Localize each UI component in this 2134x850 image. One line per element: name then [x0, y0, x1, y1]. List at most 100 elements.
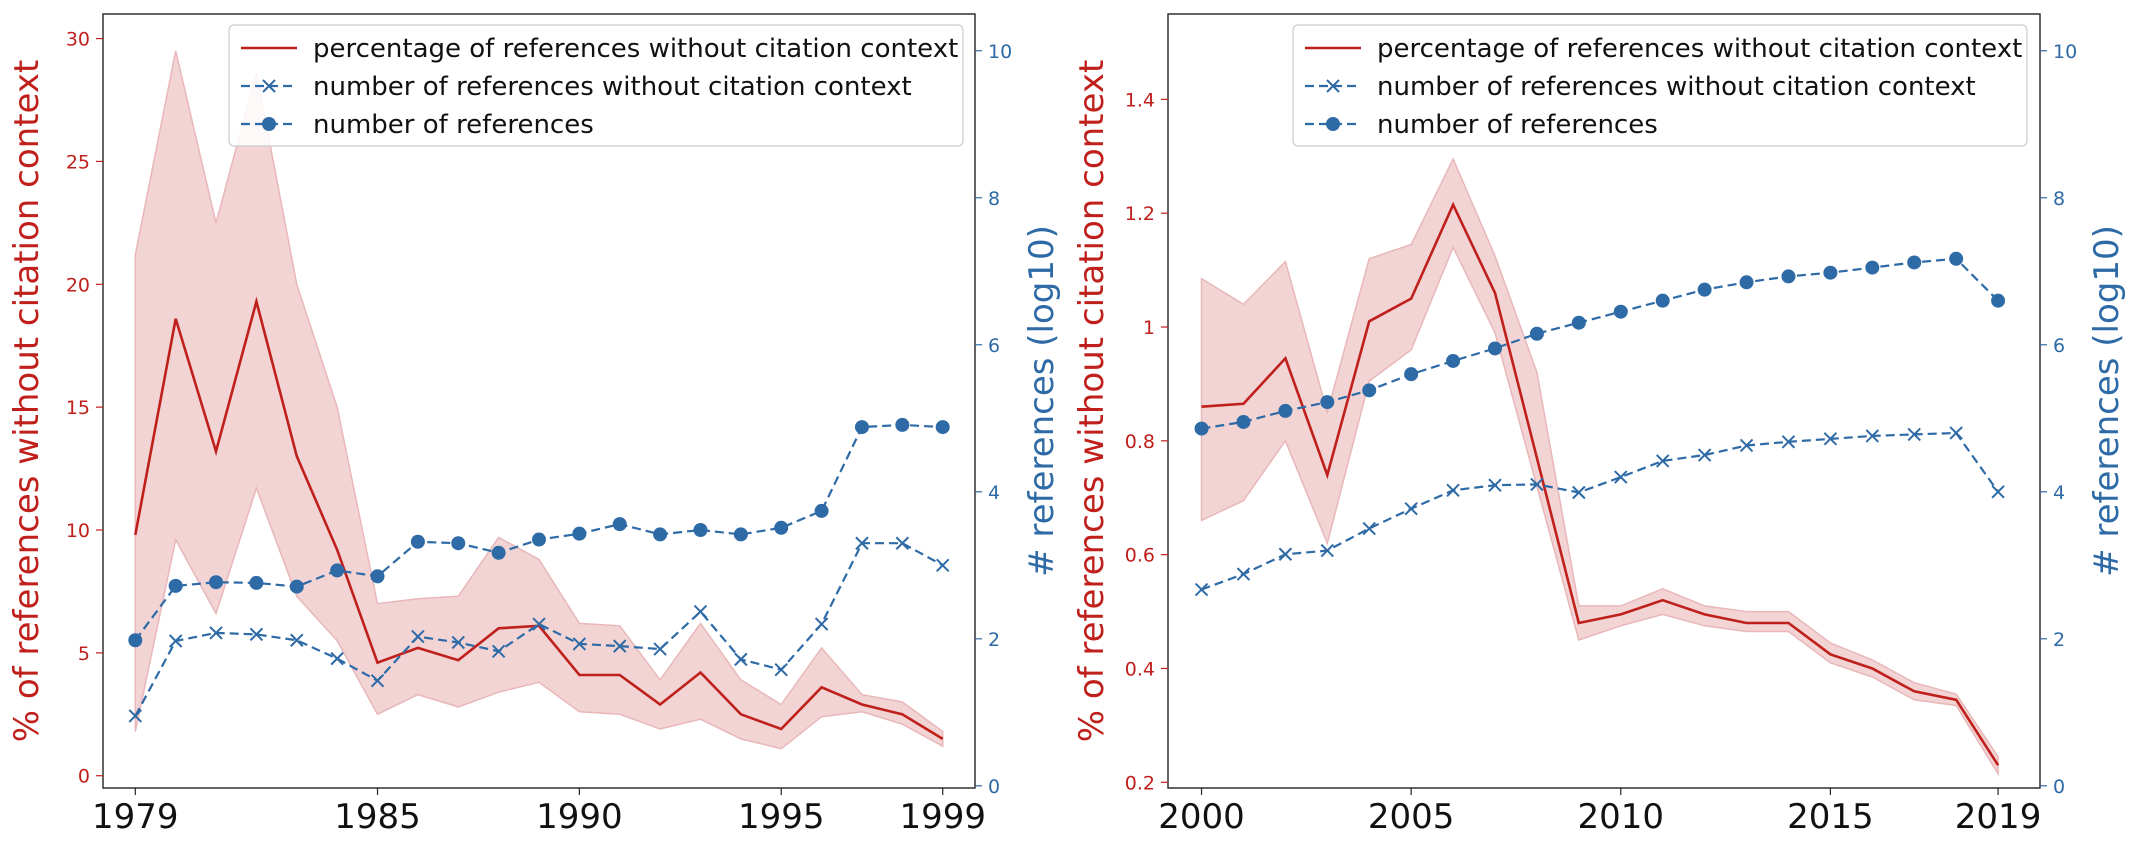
x-marker [1991, 485, 2005, 499]
circle-marker [1404, 367, 1419, 382]
x-tick-label: 2000 [1158, 797, 1245, 837]
plot-frame [1167, 13, 2041, 789]
x-tick-label: 1995 [738, 797, 825, 837]
left-y-tick-label: 0.6 [1125, 545, 1155, 567]
x-tick-label: 2010 [1578, 797, 1665, 837]
x-marker [1362, 521, 1376, 536]
left-panel: 1979 1985 1990 1995 19990510152025300246810%… [7, 13, 1062, 837]
right-y-axis-label: # references (log10) [2087, 225, 2127, 577]
circle-marker [249, 575, 264, 590]
circle-marker [1865, 260, 1880, 275]
x-marker [1320, 543, 1335, 558]
x-tick-label: 2019 [1955, 797, 2042, 837]
right-y-tick-label: 2 [988, 629, 1000, 651]
left-y-tick-label: 15 [66, 397, 90, 419]
circle-marker [1907, 255, 1922, 270]
series-line-percentage [134, 296, 944, 741]
left-y-tick-label: 1.2 [1125, 203, 1155, 225]
series-line-refs-without-context [1201, 431, 1999, 591]
circle-marker [1278, 403, 1293, 418]
right-y-tick-label: 0 [988, 776, 1000, 798]
circle-marker [1739, 275, 1754, 290]
left-y-tick-label: 0.8 [1125, 431, 1155, 453]
left-y-tick-label: 10 [66, 520, 90, 542]
x-marker [128, 709, 143, 723]
legend-label: number of references without citation co… [1377, 72, 1976, 102]
x-marker [734, 652, 748, 667]
circle-marker [330, 563, 345, 578]
right-y-tick-label: 8 [2053, 188, 2065, 210]
legend-label: percentage of references without citatio… [313, 34, 958, 64]
circle-marker [1362, 383, 1377, 398]
x-marker [1236, 567, 1251, 581]
circle-marker [774, 520, 789, 535]
right-y-tick-label: 4 [988, 482, 1000, 504]
x-marker [613, 639, 627, 653]
x-tick-label: 1990 [536, 797, 623, 837]
x-marker [1655, 454, 1670, 468]
series-line-percentage [1201, 201, 2000, 766]
right-y-tick-label: 4 [2053, 482, 2065, 504]
circle-marker [1571, 315, 1586, 330]
x-marker [168, 634, 183, 648]
circle-marker [1320, 395, 1335, 410]
left-y-axis-label: % of references without citation context [1072, 60, 1112, 743]
x-marker [935, 558, 950, 572]
x-marker [1530, 477, 1544, 492]
circle-marker [1194, 421, 1209, 436]
legend-label: number of references without citation co… [313, 72, 912, 102]
x-marker [491, 644, 506, 658]
circle-marker [168, 578, 183, 593]
confidence-band [1200, 157, 1999, 777]
right-y-tick-label: 2 [2053, 629, 2065, 651]
x-marker [895, 536, 910, 550]
left-y-tick-label: 5 [78, 643, 90, 665]
circle-marker [1529, 326, 1544, 341]
left-y-tick-label: 25 [66, 151, 90, 173]
x-marker [1739, 438, 1754, 453]
left-y-tick-label: 20 [66, 274, 90, 296]
legend-box [1292, 24, 2028, 147]
circle-marker [1236, 414, 1251, 429]
legend-x-marker [1326, 79, 1340, 93]
x-marker [249, 627, 264, 642]
x-marker [1488, 478, 1502, 492]
circle-marker [451, 536, 466, 551]
circle-marker [128, 633, 143, 648]
x-marker [290, 633, 304, 647]
legend-circle-marker [262, 117, 276, 131]
x-marker [370, 673, 385, 688]
series-line-refs [1201, 257, 1999, 430]
series-line-refs-without-context [134, 542, 944, 717]
legend: percentage of references without citatio… [228, 24, 964, 147]
circle-marker [370, 569, 385, 584]
circle-marker [814, 503, 829, 518]
circle-marker [289, 579, 304, 594]
circle-marker [1697, 282, 1712, 297]
circle-marker [895, 417, 910, 432]
circle-marker [653, 527, 668, 542]
x-marker [1404, 501, 1418, 516]
x-tick-label: 1999 [899, 797, 986, 837]
x-marker [1614, 470, 1628, 484]
left-y-tick-label: 0.4 [1125, 658, 1155, 680]
circle-marker [935, 420, 950, 435]
circle-marker [1823, 265, 1838, 280]
circle-marker [532, 532, 546, 547]
x-marker [1278, 547, 1293, 561]
x-marker [1823, 432, 1838, 446]
x-tick-label: 1979 [92, 797, 179, 837]
x-marker [814, 617, 829, 631]
x-marker [532, 617, 546, 631]
right-y-tick-label: 0 [2053, 776, 2065, 798]
x-marker [330, 651, 344, 666]
x-marker [1949, 426, 1963, 440]
x-marker [855, 536, 869, 550]
circle-marker [854, 420, 869, 435]
x-marker [1907, 427, 1921, 442]
right-y-tick-label: 10 [2053, 41, 2077, 63]
circle-marker [491, 545, 506, 560]
plot-frame [102, 13, 976, 789]
circle-marker [1781, 269, 1796, 284]
